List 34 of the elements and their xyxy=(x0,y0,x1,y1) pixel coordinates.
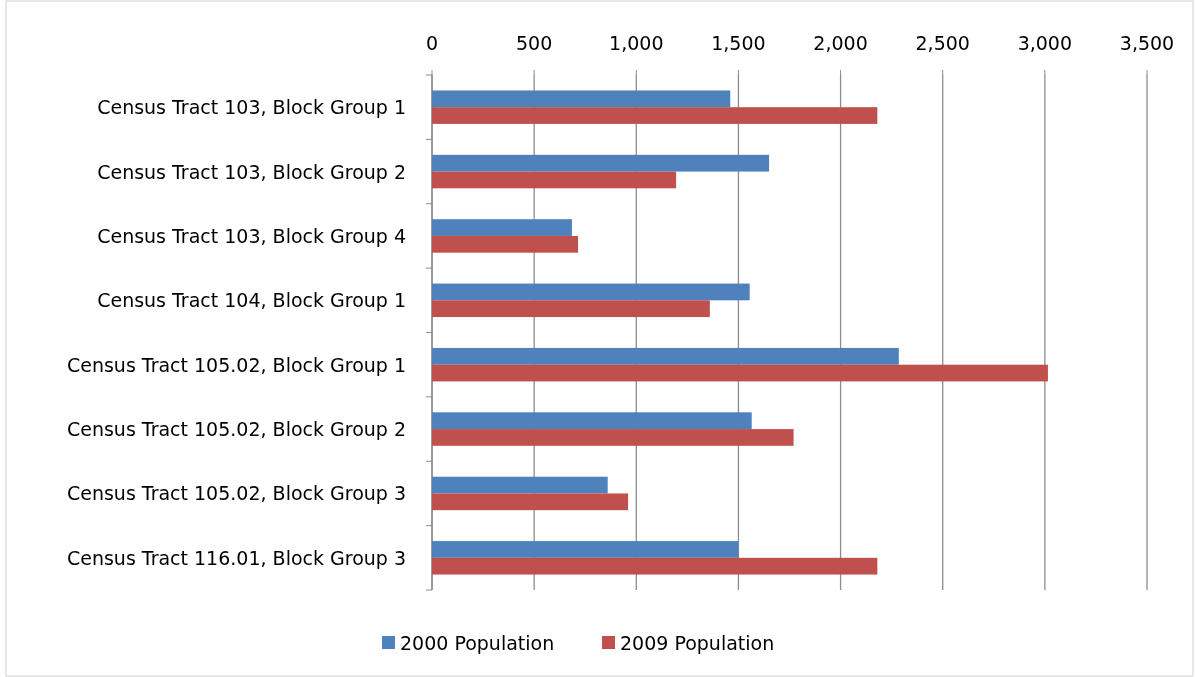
legend-label: 2000 Population xyxy=(400,632,555,654)
bar xyxy=(432,347,899,365)
x-tick-label: 0 xyxy=(425,32,439,54)
bar xyxy=(432,154,770,172)
y-tick-label: Census Tract 105.02, Block Group 1 xyxy=(66,353,406,376)
legend-label: 2009 Population xyxy=(620,632,775,654)
bar xyxy=(432,219,572,236)
x-tick-label: 1,500 xyxy=(711,32,766,54)
bar xyxy=(432,541,739,558)
bar xyxy=(432,90,731,108)
bar xyxy=(432,300,710,318)
x-tick-label: 500 xyxy=(516,32,553,54)
y-tick-label: Census Tract 105.02, Block Group 2 xyxy=(66,418,406,441)
bar xyxy=(432,412,752,430)
bar xyxy=(432,429,794,446)
bar xyxy=(432,557,878,575)
y-tick-label: Census Tract 103, Block Group 1 xyxy=(97,96,406,119)
bar xyxy=(432,493,629,511)
y-tick-label: Census Tract 104, Block Group 1 xyxy=(97,289,406,312)
y-tick-label: Census Tract 105.02, Block Group 3 xyxy=(66,482,406,505)
y-tick-label: Census Tract 103, Block Group 2 xyxy=(97,160,406,183)
bar xyxy=(432,476,608,494)
bar xyxy=(432,107,878,124)
bar xyxy=(432,171,677,189)
bar xyxy=(432,364,1048,382)
x-tick-label: 3,000 xyxy=(1017,32,1073,54)
bar xyxy=(432,235,579,253)
x-tick-label: 2,000 xyxy=(813,32,868,54)
x-tick-label: 1,000 xyxy=(609,32,664,54)
bar xyxy=(432,283,750,301)
x-tick-label: 3,500 xyxy=(1119,32,1175,54)
y-tick-label: Census Tract 103, Block Group 4 xyxy=(97,224,406,247)
y-tick-label: Census Tract 116.01, Block Group 3 xyxy=(66,546,406,569)
x-tick-label: 2,500 xyxy=(915,32,970,54)
